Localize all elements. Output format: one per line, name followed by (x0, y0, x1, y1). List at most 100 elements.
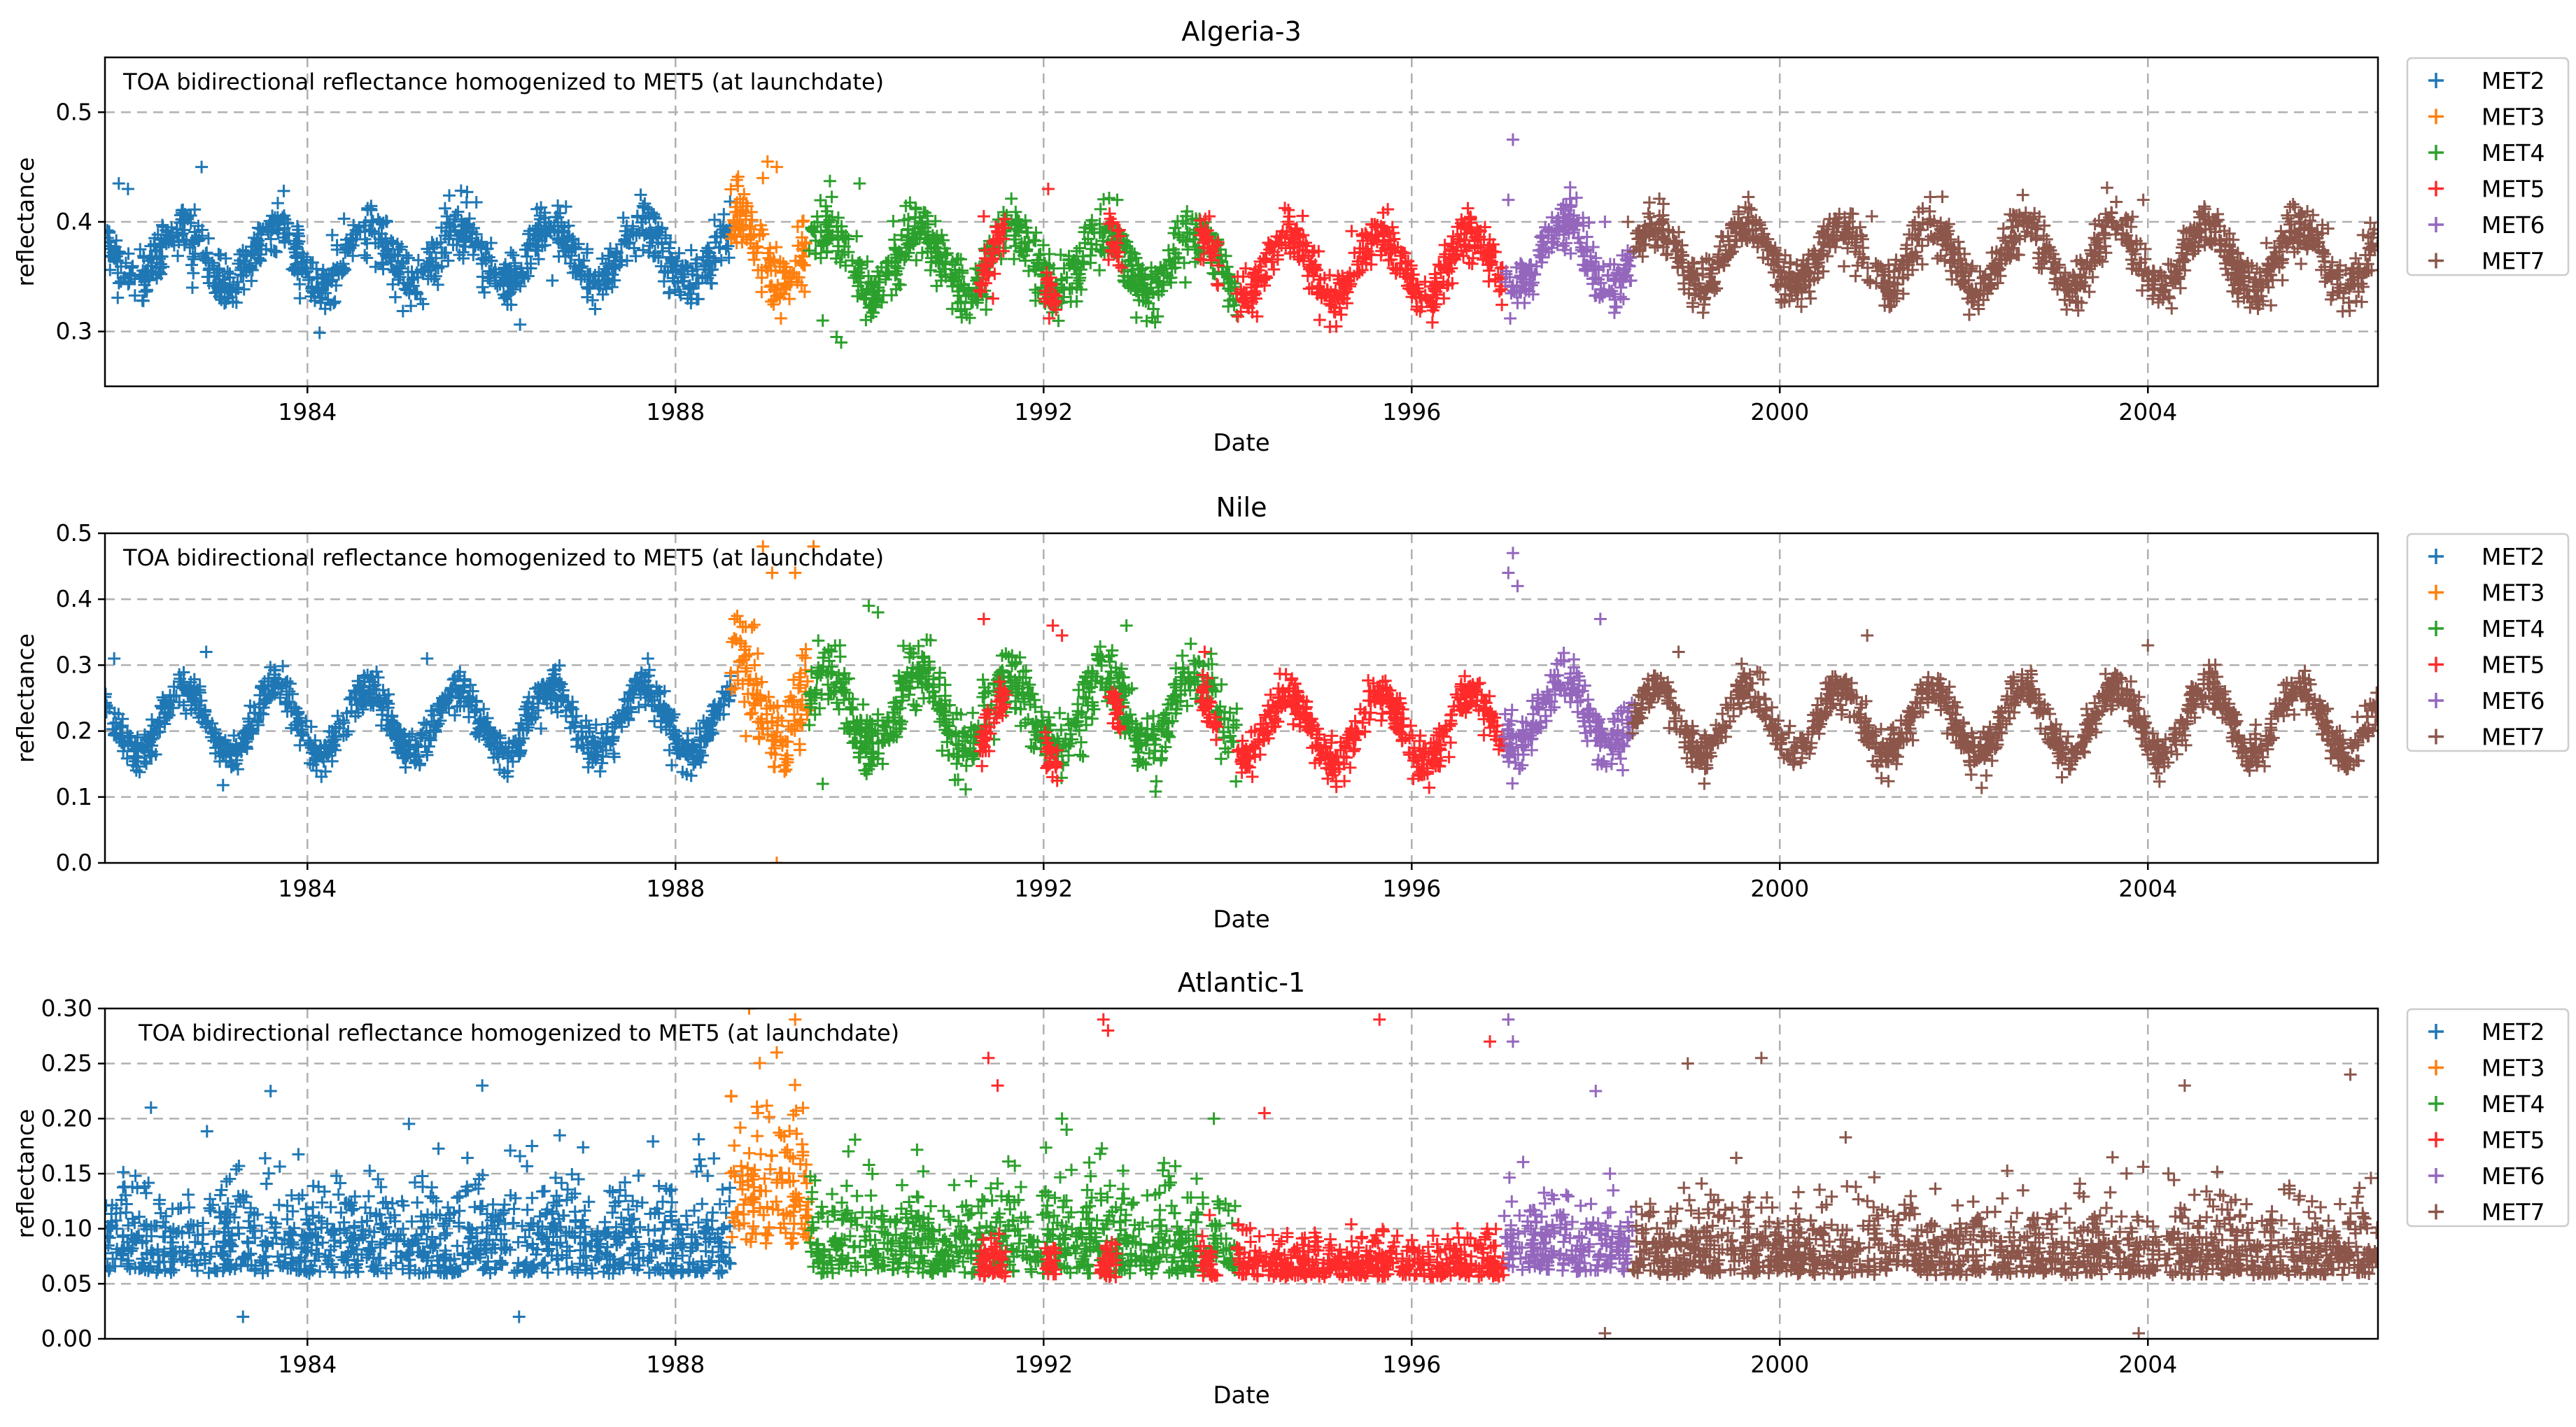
data-point (1924, 191, 1936, 204)
x-tick-label: 1984 (278, 398, 337, 426)
data-point (1697, 307, 1710, 319)
data-point (1564, 181, 1577, 194)
data-point (1097, 193, 1110, 206)
data-point (217, 779, 230, 792)
data-point (980, 303, 992, 316)
data-point (439, 202, 451, 215)
data-point (1963, 309, 1976, 321)
data-point (748, 619, 761, 631)
data-point (195, 161, 208, 174)
data-point (514, 318, 526, 331)
data-point (1111, 194, 1123, 206)
legend-label: MET5 (2482, 176, 2545, 203)
data-point (389, 291, 402, 304)
x-tick-label: 2000 (1750, 398, 1809, 426)
data-point (2282, 212, 2295, 225)
data-point (1866, 210, 1878, 223)
data-point (1237, 270, 1250, 283)
data-point (1345, 225, 1358, 237)
x-tick-label: 1992 (1014, 398, 1073, 426)
data-point (1931, 252, 1944, 265)
x-tick-label: 1988 (646, 398, 705, 426)
data-point (1864, 275, 1876, 288)
series-met3 (724, 155, 812, 325)
series-met4 (803, 175, 1243, 349)
x-tick-label: 2004 (2118, 398, 2177, 426)
x-axis: 1984 1988 1992 1996 2000 2004 Date (278, 386, 2177, 457)
data-point (1426, 316, 1439, 329)
series-met2 (99, 646, 737, 792)
data-point (1071, 295, 1083, 308)
data-point (1861, 274, 1874, 286)
data-point (2287, 198, 2300, 211)
y-tick-label: 0.4 (56, 208, 92, 235)
y-tick-label: 0.5 (56, 98, 92, 125)
data-point (775, 312, 787, 325)
plot-area (99, 540, 2383, 869)
data-point (729, 613, 741, 626)
data-point (723, 251, 736, 264)
data-point (108, 652, 120, 665)
data-point (187, 267, 199, 279)
series-met7 (1621, 181, 2384, 321)
data-point (2072, 304, 2085, 317)
data-point (365, 203, 377, 216)
data-point (122, 247, 134, 260)
data-point (708, 213, 721, 226)
data-point (798, 286, 811, 298)
data-point (2165, 302, 2178, 315)
legend-label: MET7 (2482, 248, 2545, 275)
series-met3 (724, 540, 819, 869)
data-point (642, 652, 654, 665)
data-point (202, 232, 215, 245)
data-point (1052, 314, 1064, 327)
legend-label: MET6 (2482, 211, 2545, 239)
data-point (1335, 309, 1348, 321)
data-point (1936, 190, 1949, 203)
chart-title: Algeria-3 (1181, 16, 1301, 47)
data-point (188, 253, 200, 265)
data-point (455, 185, 467, 197)
data-point (1495, 298, 1508, 311)
data-point (715, 254, 728, 267)
data-point (186, 281, 199, 294)
data-point (1649, 241, 1661, 254)
data-point (978, 210, 990, 223)
data-point (1043, 312, 1055, 325)
y-tick-label: 0.3 (56, 318, 92, 345)
series-met5 (973, 183, 1509, 333)
data-point (850, 230, 863, 243)
data-point (1314, 314, 1326, 326)
plot-area (101, 134, 2384, 349)
data-point (724, 666, 737, 679)
data-point (731, 174, 743, 186)
data-point (594, 765, 607, 778)
data-point (1742, 191, 1754, 204)
legend-label: MET4 (2482, 139, 2545, 167)
data-point (1504, 312, 1516, 325)
data-point (507, 249, 519, 262)
data-point (761, 155, 774, 168)
data-point (443, 189, 456, 202)
data-point (421, 652, 433, 665)
data-point (314, 326, 326, 339)
x-tick-label: 1996 (1382, 398, 1441, 426)
data-point (1093, 264, 1106, 276)
plot-annotation: TOA bidirectional reflectance homogenize… (122, 69, 884, 95)
data-point (111, 291, 124, 304)
data-point (1005, 192, 1018, 205)
data-point (805, 223, 818, 236)
data-point (770, 161, 783, 174)
x-axis-label: Date (1213, 429, 1269, 457)
data-point (2101, 181, 2113, 194)
data-point (2060, 303, 2073, 316)
data-point (294, 292, 307, 304)
data-point (470, 196, 483, 209)
data-point (1502, 194, 1514, 206)
data-point (817, 314, 829, 327)
series-met2 (101, 161, 736, 339)
panel-algeria-3: Algeria-3 1984 1988 1992 1996 2000 2004 Date 0.3… (12, 16, 2568, 457)
